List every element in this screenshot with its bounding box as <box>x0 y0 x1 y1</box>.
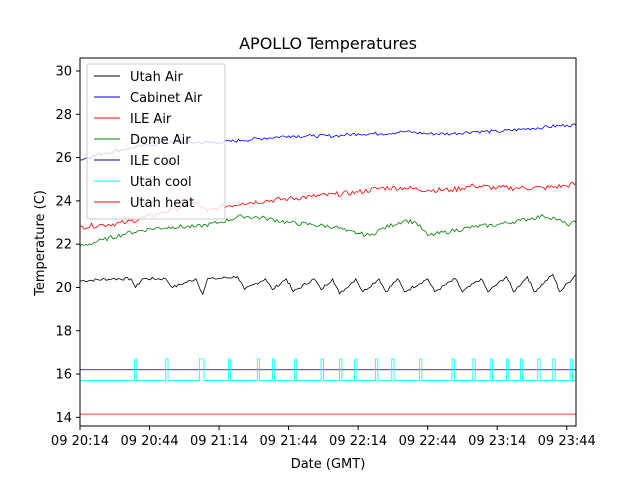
chart-title: APOLLO Temperatures <box>239 34 417 53</box>
legend-label: Cabinet Air <box>130 91 203 106</box>
y-tick-label: 18 <box>55 324 72 339</box>
y-tick-label: 22 <box>55 238 72 253</box>
x-tick-label: 09 20:14 <box>51 434 109 449</box>
x-tick-label: 09 20:44 <box>120 434 178 449</box>
legend-label: ILE Air <box>130 112 172 127</box>
y-axis-label: Temperature (C) <box>33 190 48 297</box>
x-tick-label: 09 23:14 <box>468 434 526 449</box>
x-tick-label: 09 21:44 <box>260 434 318 449</box>
y-tick-label: 26 <box>55 151 72 166</box>
series-line-utah-cool <box>80 358 576 381</box>
x-axis-label: Date (GMT) <box>291 457 366 472</box>
plot-frame <box>79 57 577 427</box>
legend: Utah Air Cabinet Air ILE Air Dome Air ILE co… <box>86 63 226 220</box>
x-tick-label: 09 22:14 <box>329 434 387 449</box>
series-line-dome-air <box>80 213 576 247</box>
legend-label: Utah cool <box>130 175 192 190</box>
x-tick-label: 09 21:14 <box>190 434 248 449</box>
y-tick-label: 20 <box>55 281 72 296</box>
legend-label: ILE cool <box>130 154 180 169</box>
y-tick-label: 24 <box>55 194 72 209</box>
legend-label: Utah heat <box>130 196 194 211</box>
x-tick-label: 09 22:44 <box>399 434 457 449</box>
y-tick-label: 30 <box>55 64 72 79</box>
series-line-utah-air <box>80 273 576 295</box>
y-tick-label: 16 <box>55 368 72 383</box>
legend-label: Utah Air <box>130 70 183 85</box>
legend-box <box>86 63 226 220</box>
y-tick-label: 14 <box>55 411 72 426</box>
legend-label: Dome Air <box>130 133 191 148</box>
y-tick-label: 28 <box>55 108 72 123</box>
axes: 14 16 18 20 22 24 26 28 30 09 20:14 09 20:44 09 21:… <box>51 57 596 449</box>
x-tick-label: 09 23:44 <box>538 434 596 449</box>
